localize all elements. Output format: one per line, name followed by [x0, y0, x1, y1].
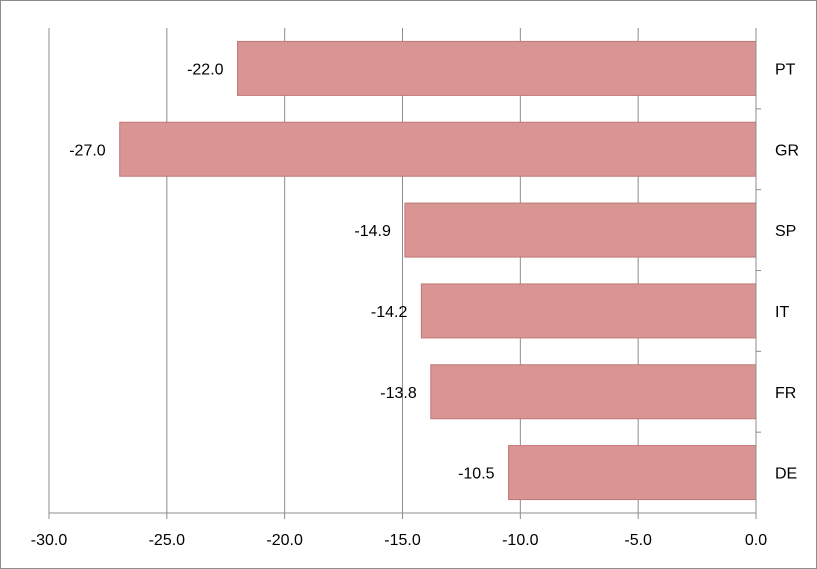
category-label-it: IT — [775, 304, 789, 321]
category-label-pt: PT — [775, 61, 796, 78]
bar-fr — [430, 364, 757, 420]
axes — [48, 28, 761, 519]
bar-sp — [404, 202, 757, 258]
data-label-sp: -14.9 — [354, 223, 391, 240]
category-label-gr: GR — [775, 142, 799, 159]
x-tick-label: 0.0 — [745, 532, 767, 549]
bar-it — [420, 283, 757, 339]
bar-de — [508, 445, 757, 501]
data-label-fr: -13.8 — [380, 385, 417, 402]
x-tick-label: -5.0 — [624, 532, 652, 549]
bars — [119, 40, 757, 501]
labels: -30.0 -25.0 -20.0 -15.0 -10.0 -5.0 0.0 PT -22.0 G… — [31, 61, 799, 549]
x-tick-label: -10.0 — [502, 532, 539, 549]
grid-lines — [48, 28, 639, 513]
data-label-de: -10.5 — [458, 466, 495, 483]
category-label-sp: SP — [775, 223, 796, 240]
x-tick-label: -15.0 — [384, 532, 421, 549]
data-label-it: -14.2 — [371, 304, 408, 321]
x-tick-label: -30.0 — [31, 532, 68, 549]
bar-gr — [119, 121, 757, 177]
bar-pt — [237, 40, 757, 96]
data-label-gr: -27.0 — [69, 142, 106, 159]
category-label-de: DE — [775, 466, 797, 483]
x-tick-label: -20.0 — [266, 532, 303, 549]
x-tick-label: -25.0 — [149, 532, 186, 549]
category-label-fr: FR — [775, 385, 796, 402]
data-label-pt: -22.0 — [187, 61, 224, 78]
